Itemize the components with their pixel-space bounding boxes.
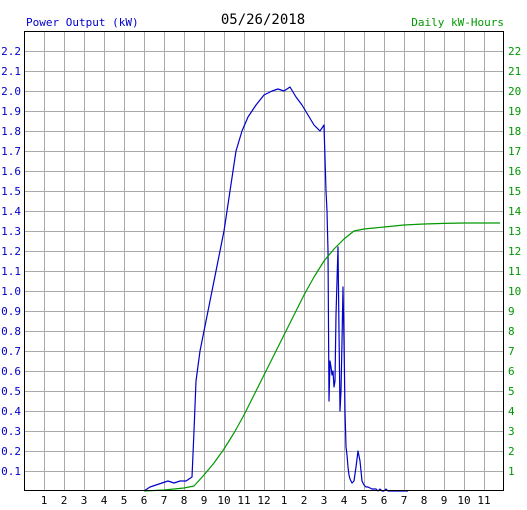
right-tick-label: 8 xyxy=(508,325,515,338)
left-tick-label: 0.9 xyxy=(1,305,21,318)
left-axis-title: Power Output (kW) xyxy=(26,16,139,29)
x-tick-label: 2 xyxy=(61,494,68,507)
right-tick-label: 6 xyxy=(508,365,515,378)
x-tick-label: 1 xyxy=(41,494,48,507)
left-tick-label: 0.4 xyxy=(1,405,21,418)
right-tick-label: 12 xyxy=(508,245,521,258)
x-tick-label: 2 xyxy=(301,494,308,507)
x-tick-label: 9 xyxy=(441,494,448,507)
left-tick-label: 2.1 xyxy=(1,65,21,78)
left-tick-label: 1.6 xyxy=(1,165,21,178)
energy-series-line xyxy=(143,222,500,492)
right-tick-label: 16 xyxy=(508,165,521,178)
left-tick-label: 1.7 xyxy=(1,145,21,158)
left-tick-label: 1.3 xyxy=(1,225,21,238)
x-axis-ticks: 1 2 3 4 5 6 7 8 9 10 11 12 1 2 3 4 5 6 7 8 9 10 11 xyxy=(41,494,491,507)
x-tick-label: 10 xyxy=(457,494,470,507)
x-tick-label: 5 xyxy=(361,494,368,507)
x-tick-label: 8 xyxy=(181,494,188,507)
right-tick-label: 3 xyxy=(508,425,515,438)
x-tick-label: 7 xyxy=(161,494,168,507)
right-tick-label: 11 xyxy=(508,265,521,278)
right-tick-label: 10 xyxy=(508,285,521,298)
right-tick-label: 18 xyxy=(508,125,521,138)
left-tick-label: 1.0 xyxy=(1,285,21,298)
x-tick-label: 6 xyxy=(141,494,148,507)
right-tick-label: 15 xyxy=(508,185,521,198)
left-tick-label: 0.2 xyxy=(1,445,21,458)
right-tick-label: 21 xyxy=(508,65,521,78)
right-tick-label: 9 xyxy=(508,305,515,318)
left-tick-label: 2.2 xyxy=(1,45,21,58)
x-tick-label: 3 xyxy=(321,494,328,507)
left-tick-label: 1.5 xyxy=(1,185,21,198)
right-tick-label: 7 xyxy=(508,345,515,358)
right-axis-title: Daily kW-Hours xyxy=(411,16,504,29)
x-tick-label: 11 xyxy=(237,494,250,507)
left-tick-label: 1.1 xyxy=(1,265,21,278)
right-tick-label: 4 xyxy=(508,405,515,418)
x-tick-label: 7 xyxy=(401,494,408,507)
left-axis-ticks: 0.1 0.2 0.3 0.4 0.5 0.6 0.7 0.8 0.9 1.0 1.1 1.2 1.3 1… xyxy=(1,45,21,478)
right-tick-label: 22 xyxy=(508,45,521,58)
right-tick-label: 17 xyxy=(508,145,521,158)
left-tick-label: 1.8 xyxy=(1,125,21,138)
x-tick-label: 5 xyxy=(121,494,128,507)
left-tick-label: 0.3 xyxy=(1,425,21,438)
left-tick-label: 0.6 xyxy=(1,365,21,378)
x-tick-label: 10 xyxy=(217,494,230,507)
x-tick-label: 12 xyxy=(257,494,270,507)
left-tick-label: 0.7 xyxy=(1,345,21,358)
chart-title: 05/26/2018 xyxy=(221,12,305,28)
x-tick-label: 4 xyxy=(341,494,348,507)
left-tick-label: 1.2 xyxy=(1,245,21,258)
grid xyxy=(24,31,504,491)
left-tick-label: 1.9 xyxy=(1,105,21,118)
left-tick-label: 0.1 xyxy=(1,465,21,478)
right-tick-label: 5 xyxy=(508,385,515,398)
x-tick-label: 6 xyxy=(381,494,388,507)
x-tick-label: 11 xyxy=(477,494,490,507)
power-series-line xyxy=(143,86,408,492)
x-tick-label: 3 xyxy=(81,494,88,507)
left-tick-label: 2.0 xyxy=(1,85,21,98)
left-tick-label: 0.5 xyxy=(1,385,21,398)
x-tick-label: 1 xyxy=(281,494,288,507)
right-tick-label: 2 xyxy=(508,445,515,458)
left-tick-label: 0.8 xyxy=(1,325,21,338)
plot-frame xyxy=(24,31,504,491)
right-tick-label: 14 xyxy=(508,205,522,218)
left-tick-label: 1.4 xyxy=(1,205,21,218)
series-group xyxy=(143,86,500,492)
right-tick-label: 1 xyxy=(508,465,515,478)
right-tick-label: 20 xyxy=(508,85,521,98)
right-tick-label: 13 xyxy=(508,225,521,238)
x-tick-label: 8 xyxy=(421,494,428,507)
right-tick-label: 19 xyxy=(508,105,521,118)
x-tick-label: 9 xyxy=(201,494,208,507)
x-tick-label: 4 xyxy=(101,494,108,507)
